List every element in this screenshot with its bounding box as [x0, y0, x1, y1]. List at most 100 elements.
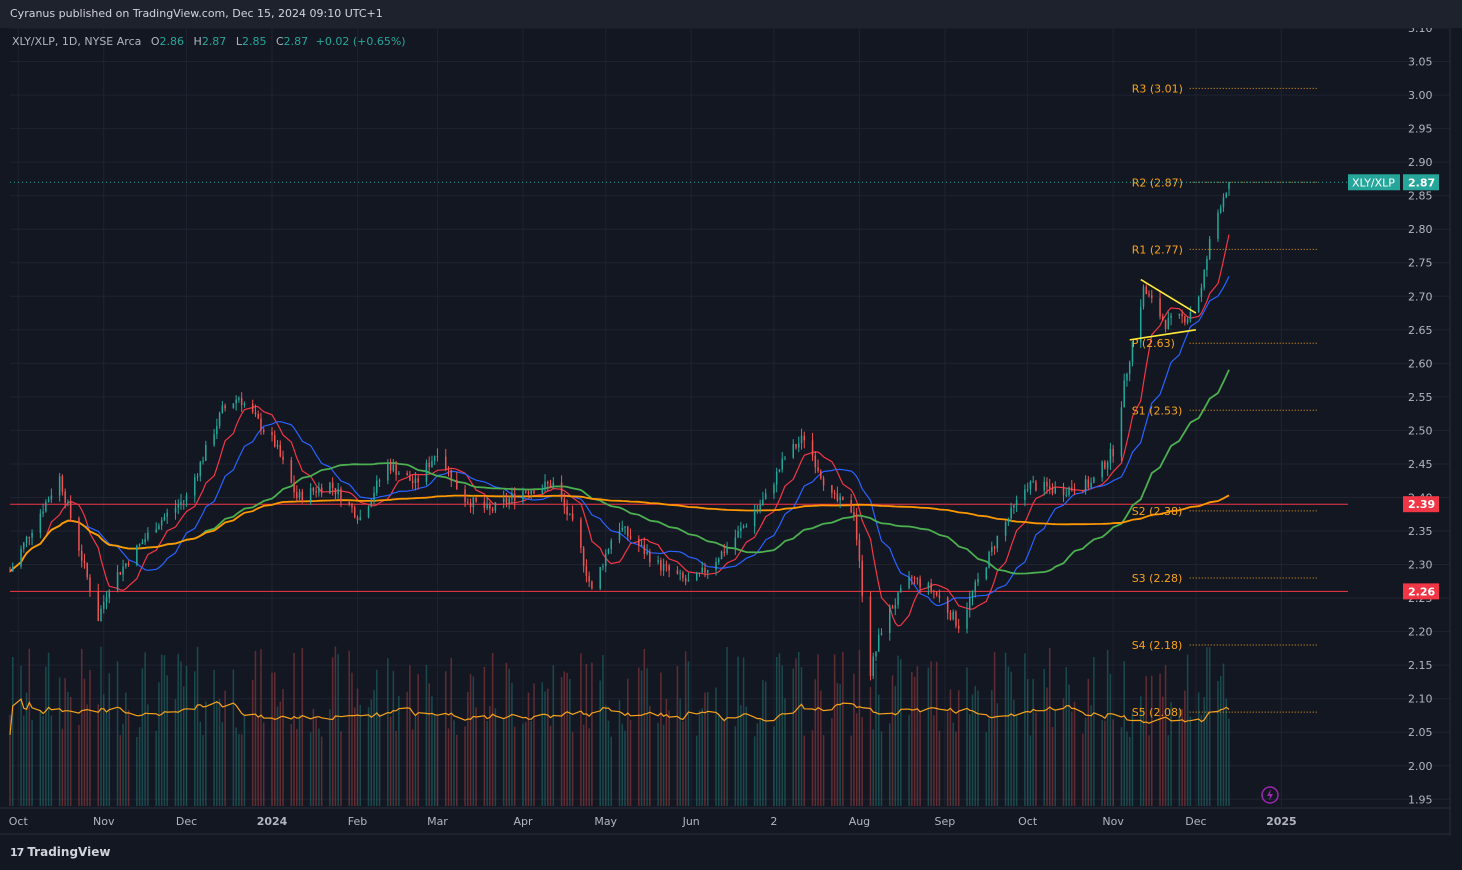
candle-body [1217, 212, 1219, 239]
volume-bar [351, 672, 353, 806]
candle-body [1189, 312, 1192, 320]
candle-body [78, 518, 80, 551]
volume-bar [850, 735, 852, 806]
volume-bar [144, 652, 146, 806]
volume-bar [1084, 717, 1087, 806]
volume-bar [1164, 665, 1167, 806]
candle-body [993, 546, 996, 549]
volume-bar [199, 721, 202, 806]
candle-body [320, 487, 323, 494]
candles [9, 182, 1230, 681]
candle-body [607, 549, 610, 554]
candle-body [784, 457, 786, 459]
candle-body [502, 498, 505, 503]
price-tick-label: 2.10 [1408, 693, 1433, 706]
volume-bar [582, 724, 585, 806]
volume-bar [1010, 671, 1012, 806]
chart-area[interactable]: R3 (3.01) R2 (2.87) R1 (2.77) P (2.63) S1 (2… [0, 28, 1462, 836]
price-tick-label: 2.70 [1408, 290, 1433, 303]
volume-bar [127, 710, 130, 806]
volume-bar [392, 670, 395, 806]
candle-body [163, 516, 166, 521]
candle-body [47, 499, 50, 502]
volume-bar [271, 672, 273, 806]
legend-open: 2.86 [159, 35, 185, 48]
volume-bar [491, 653, 494, 806]
candle-body [764, 493, 767, 500]
volume-bar [235, 727, 237, 806]
price-tick-label: 2.80 [1408, 223, 1433, 236]
candle-body [541, 488, 544, 494]
candle-body [968, 597, 971, 610]
volume-bar [464, 726, 466, 806]
volume-bar [475, 707, 477, 806]
candle-body [533, 490, 535, 494]
candle-body [842, 496, 844, 500]
volume-bar [792, 668, 795, 806]
volume-bar [232, 669, 235, 806]
volume-bar [450, 657, 453, 806]
price-tick-label: 1.95 [1408, 793, 1433, 806]
candle-body [831, 485, 833, 493]
volume-bar [58, 677, 61, 806]
volume-bar [108, 673, 111, 806]
volume-bar [795, 658, 797, 806]
volume-bar [560, 677, 563, 806]
pivot-label: R1 (2.77) [1132, 243, 1183, 256]
candle-body [1024, 489, 1026, 500]
legend-high-label: H [193, 35, 202, 48]
price-chart[interactable]: R3 (3.01) R2 (2.87) R1 (2.77) P (2.63) S1 (2… [0, 28, 1462, 836]
candle-body [1197, 296, 1200, 313]
tradingview-brand[interactable]: 17 TradingView [10, 845, 110, 859]
volume-bar [643, 648, 646, 806]
volume-bar [1225, 698, 1227, 806]
candle-body [97, 591, 100, 622]
candle-body [155, 529, 157, 533]
candle-body [282, 456, 284, 461]
volume-bar [547, 688, 549, 806]
volume-bar [660, 672, 662, 806]
candle-body [527, 491, 530, 494]
volume-bar [753, 736, 756, 806]
volume-bar [254, 650, 257, 806]
candle-body [629, 536, 632, 539]
volume-bar [103, 694, 105, 806]
candle-body [290, 460, 293, 483]
candle-body [271, 432, 273, 436]
candle-body [897, 592, 899, 605]
volume-bar [831, 718, 833, 806]
price-tick-label: 3.00 [1408, 89, 1433, 102]
candle-body [916, 578, 919, 580]
candle-body [569, 513, 571, 515]
candle-body [966, 609, 968, 629]
volume-bar [800, 667, 803, 806]
candle-body [684, 578, 687, 582]
volume-bar [290, 724, 293, 806]
time-tick-label: Feb [348, 815, 367, 828]
candle-body [974, 582, 977, 592]
volume-bar [541, 682, 544, 806]
volume-bar [409, 665, 411, 806]
candle-body [588, 575, 590, 582]
candle-body [1112, 448, 1114, 457]
volume-bar [919, 712, 921, 806]
volume-bar [527, 692, 530, 806]
candle-body [1162, 316, 1164, 320]
volume-bar [1068, 684, 1070, 806]
volume-bar [1208, 647, 1211, 806]
candle-body [1082, 491, 1084, 493]
candle-body [742, 526, 745, 528]
volume-bar [1178, 708, 1181, 806]
volume-bar [784, 698, 786, 806]
symbol-legend: XLY/XLP, 1D, NYSE Arca O2.86 H2.87 L2.85… [12, 35, 406, 48]
volume-bar [858, 649, 861, 806]
candle-body [737, 531, 739, 538]
last-price-tag [1403, 174, 1439, 191]
candle-body [778, 469, 781, 472]
candle-body [745, 526, 748, 528]
candle-body [1148, 293, 1150, 296]
time-tick-label: Nov [93, 815, 115, 828]
volume-bar [742, 657, 745, 806]
volume-bar [25, 692, 28, 806]
candle-body [411, 480, 414, 483]
